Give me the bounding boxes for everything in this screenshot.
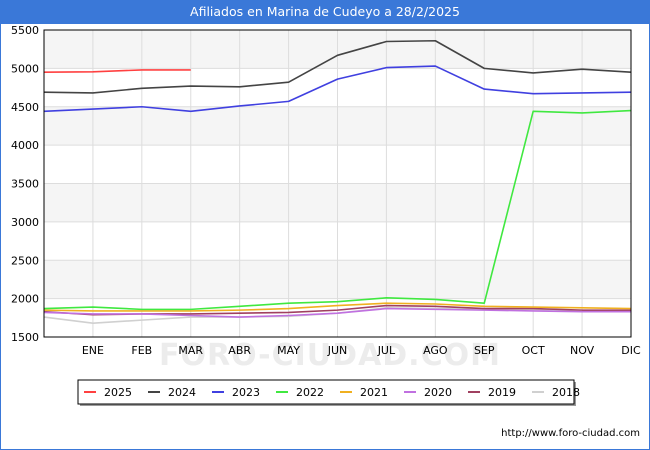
legend-label-2024: 2024	[168, 386, 196, 399]
x-tick-label: MAY	[277, 344, 300, 357]
y-tick-label: 3500	[11, 178, 39, 191]
x-tick-label: JUL	[377, 344, 396, 357]
watermark: FORO-CIUDAD.COM	[159, 338, 501, 373]
legend-label-2023: 2023	[232, 386, 260, 399]
legend-label-2021: 2021	[360, 386, 388, 399]
x-tick-label: FEB	[131, 344, 152, 357]
y-tick-label: 3000	[11, 216, 39, 229]
series-line-2024	[43, 39, 632, 94]
series-line-2021	[43, 302, 632, 312]
legend-label-2025: 2025	[104, 386, 132, 399]
y-axis: 1500 2000 2500 3000 3500 4000 4500 5000 5500	[11, 24, 39, 344]
x-tick-label: JUN	[327, 344, 348, 357]
y-tick-label: 5000	[11, 62, 39, 75]
legend-label-2020: 2020	[424, 386, 452, 399]
legend: 2025 2024 2023 2022 2021 2020 2019 2018	[77, 379, 580, 406]
y-tick-label: 5500	[11, 24, 39, 37]
x-tick-label: SEP	[474, 344, 495, 357]
legend-box	[77, 379, 575, 405]
x-axis: ENE FEB MAR ABR MAY JUN JUL AGO SEP OCT NOV DIC	[82, 344, 641, 357]
x-tick-label: ABR	[228, 344, 251, 357]
legend-label-2022: 2022	[296, 386, 324, 399]
y-tick-label: 1500	[11, 331, 39, 344]
chart-title: Afiliados en Marina de Cudeyo a 28/2/202…	[0, 0, 650, 24]
x-tick-label: OCT	[522, 344, 545, 357]
legend-label-2018: 2018	[552, 386, 580, 399]
x-tick-label: DIC	[621, 344, 641, 357]
plot-border	[43, 29, 632, 338]
x-tick-label: MAR	[178, 344, 203, 357]
x-tick-label: AGO	[423, 344, 448, 357]
series-line-2025	[43, 69, 191, 74]
y-tick-label: 2500	[11, 254, 39, 267]
footer-url: http://www.foro-ciudad.com	[501, 428, 640, 439]
x-tick-label: ENE	[82, 344, 104, 357]
x-tick-label: NOV	[570, 344, 595, 357]
series-line-2020	[43, 307, 631, 318]
series-line-2023	[43, 65, 632, 113]
y-tick-label: 2000	[11, 293, 39, 306]
series-line-2022	[43, 109, 632, 311]
series-lines	[43, 39, 632, 324]
legend-label-2019: 2019	[488, 386, 516, 399]
y-tick-label: 4000	[11, 139, 39, 152]
y-tick-label: 4500	[11, 101, 39, 114]
